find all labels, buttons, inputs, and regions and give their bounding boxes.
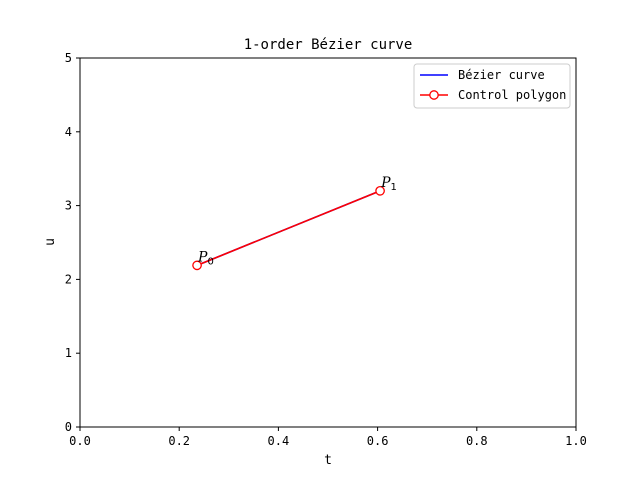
legend-marker-1 xyxy=(429,90,439,100)
y-tick-label-2: 2 xyxy=(65,272,72,286)
legend-label-1: Control polygon xyxy=(458,88,566,102)
y-tick-label-0: 0 xyxy=(65,420,72,434)
x-axis-label: t xyxy=(324,453,332,468)
x-tick-label-2: 0.4 xyxy=(268,434,290,448)
axes: 0.0 0.2 0.4 0.6 0.8 1.0 0 1 2 3 4 5 xyxy=(65,51,587,448)
y-tick-label-5: 5 xyxy=(65,51,72,65)
y-tick-label-1: 1 xyxy=(65,346,72,360)
x-tick-label-0: 0.0 xyxy=(69,434,91,448)
chart-title: 1-order Bézier curve xyxy=(244,37,413,53)
axes-frame xyxy=(79,57,577,428)
x-tick-label-1: 0.2 xyxy=(168,434,190,448)
point-label-0: P0 xyxy=(197,249,214,267)
legend: Bézier curve Control polygon xyxy=(413,63,571,109)
x-tick-label-3: 0.6 xyxy=(367,434,389,448)
data-point-1-0 xyxy=(192,260,202,271)
x-tick-label-5: 1.0 xyxy=(565,434,587,448)
plot-area: P0 P1 xyxy=(192,175,397,271)
point-label-1: P1 xyxy=(380,175,397,193)
y-axis-label: u xyxy=(43,238,58,246)
y-tick-label-4: 4 xyxy=(65,125,72,139)
series-line-1 xyxy=(196,190,381,267)
legend-box xyxy=(413,63,571,109)
y-tick-label-3: 3 xyxy=(65,199,72,213)
data-point-1-1 xyxy=(375,185,385,196)
x-tick-label-4: 0.8 xyxy=(466,434,488,448)
legend-label-0: Bézier curve xyxy=(458,68,545,82)
